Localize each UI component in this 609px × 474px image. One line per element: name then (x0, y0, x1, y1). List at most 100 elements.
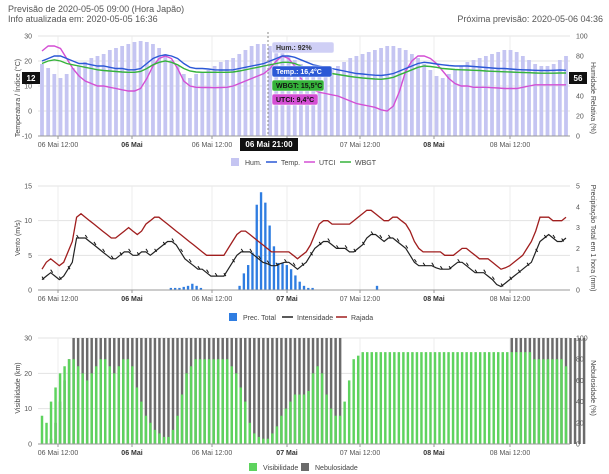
visibility-legend-label[interactable]: Visibilidade (263, 465, 298, 472)
humidity-bar (354, 56, 359, 136)
visibility-bar (126, 359, 130, 444)
wind-direction-marker (266, 260, 270, 264)
wind-direction-marker (500, 283, 504, 287)
humidity-bar (114, 48, 118, 136)
cloud-bar (582, 338, 586, 444)
visibility-bar (497, 352, 500, 444)
precip-bar (268, 225, 271, 290)
precip-bar (199, 287, 203, 290)
wind-direction-marker (284, 258, 287, 263)
visibility-bar (122, 359, 125, 444)
cloud-bar (158, 338, 161, 444)
wind-direction-marker (396, 238, 400, 242)
wind-direction-marker (491, 276, 495, 280)
humidity-bar (502, 50, 507, 136)
y-tick-label: 0 (28, 442, 32, 449)
wind-direction-marker (50, 269, 54, 273)
humidity-bar (545, 66, 550, 136)
visibility-axis-label: Visibilidade (km) (15, 362, 22, 413)
tooltip-hum-box (271, 41, 335, 54)
cloud-legend-swatch[interactable] (301, 463, 309, 471)
wind-direction-marker (41, 276, 45, 280)
gust-legend-label[interactable]: Rajada (351, 315, 373, 322)
humidity-bar (132, 42, 137, 136)
wind-direction-marker (535, 248, 539, 253)
visibility-bar (162, 436, 166, 444)
humidity-bar (490, 54, 494, 136)
left-marker-box (22, 72, 40, 84)
humidity-bar (237, 54, 242, 136)
humidity-bar (391, 46, 396, 136)
x-tick-label: 07 Mai 12:00 (340, 142, 381, 149)
cloud-bar (325, 338, 328, 444)
precip-bar (251, 252, 254, 290)
precip-bar (307, 287, 310, 290)
humidity-bar (194, 74, 199, 136)
humidity-bar (409, 54, 414, 136)
humidity-legend-swatch[interactable] (231, 158, 239, 166)
y2-tick-label: 100 (576, 336, 588, 343)
temp-axis-label: Temperatura / Índice (°C) (13, 59, 22, 137)
humidity-bar (422, 64, 427, 136)
wind-direction-marker (76, 234, 80, 239)
y2-tick-label: 3 (576, 225, 580, 232)
humidity-bar (52, 74, 57, 136)
cloud-bar (578, 338, 581, 444)
x-tick-label: 06 Mai (121, 450, 142, 457)
humidity-bar (366, 52, 371, 136)
y2-tick-label: 20 (576, 114, 584, 121)
humidity-legend-label[interactable]: Hum. (245, 160, 262, 167)
visibility-bar (194, 359, 197, 444)
visibility-bar (433, 352, 437, 444)
visibility-bar (280, 415, 283, 444)
humidity-bar (144, 42, 149, 136)
y-tick-label: 10 (24, 406, 32, 413)
visibility-bar (293, 394, 297, 444)
humidity-bar (163, 54, 168, 136)
visibility-bar (320, 373, 324, 444)
wbgt-legend-label[interactable]: WBGT (355, 160, 377, 167)
precip-legend-label[interactable]: Prec. Total (243, 315, 276, 322)
wind-direction-marker (561, 238, 565, 242)
visibility-bar (271, 433, 274, 444)
utci-legend-label[interactable]: UTCI (319, 160, 335, 167)
cloud-legend-label[interactable]: Nebulosidade (315, 465, 358, 472)
humidity-bar (58, 78, 63, 136)
precip-bar (259, 192, 263, 290)
precip-bar (375, 285, 379, 290)
precip-bar (311, 287, 314, 290)
visibility-bar (352, 359, 355, 444)
y2-tick-label: 2 (576, 246, 580, 253)
humidity-bar (440, 78, 445, 136)
visibility-bar (487, 352, 491, 444)
visibility-bar (244, 401, 247, 444)
humidity-bar (188, 78, 192, 136)
temp-legend-label[interactable]: Temp. (281, 160, 300, 167)
wind-direction-marker (240, 248, 244, 253)
precip-bar (169, 287, 173, 290)
intensity-legend-label[interactable]: Intensidade (297, 315, 333, 322)
wind-direction-marker (180, 248, 183, 253)
visibility-bar (185, 373, 188, 444)
visibility-bar (375, 352, 378, 444)
visibility-bar (347, 380, 351, 444)
visibility-bar (397, 352, 401, 444)
visibility-legend-swatch[interactable] (249, 463, 257, 471)
y2-tick-label: 60 (576, 378, 584, 385)
cloud-bar (257, 338, 261, 444)
visibility-bar (338, 415, 342, 444)
y2-tick-label: 40 (576, 399, 584, 406)
visibility-bar (478, 352, 482, 444)
x-tick-label: 07 Mai 12:00 (340, 450, 381, 457)
cloud-bar (253, 338, 256, 444)
humidity-bar (348, 58, 353, 136)
y-tick-label: 20 (24, 59, 32, 66)
y2-tick-label: 5 (576, 184, 580, 191)
y2-tick-label: 1 (576, 267, 580, 274)
visibility-bar (104, 359, 107, 444)
visibility-bar (451, 352, 455, 444)
humidity-bar (453, 70, 457, 136)
cloud-bar (569, 338, 572, 444)
precip-legend-swatch[interactable] (229, 313, 237, 321)
